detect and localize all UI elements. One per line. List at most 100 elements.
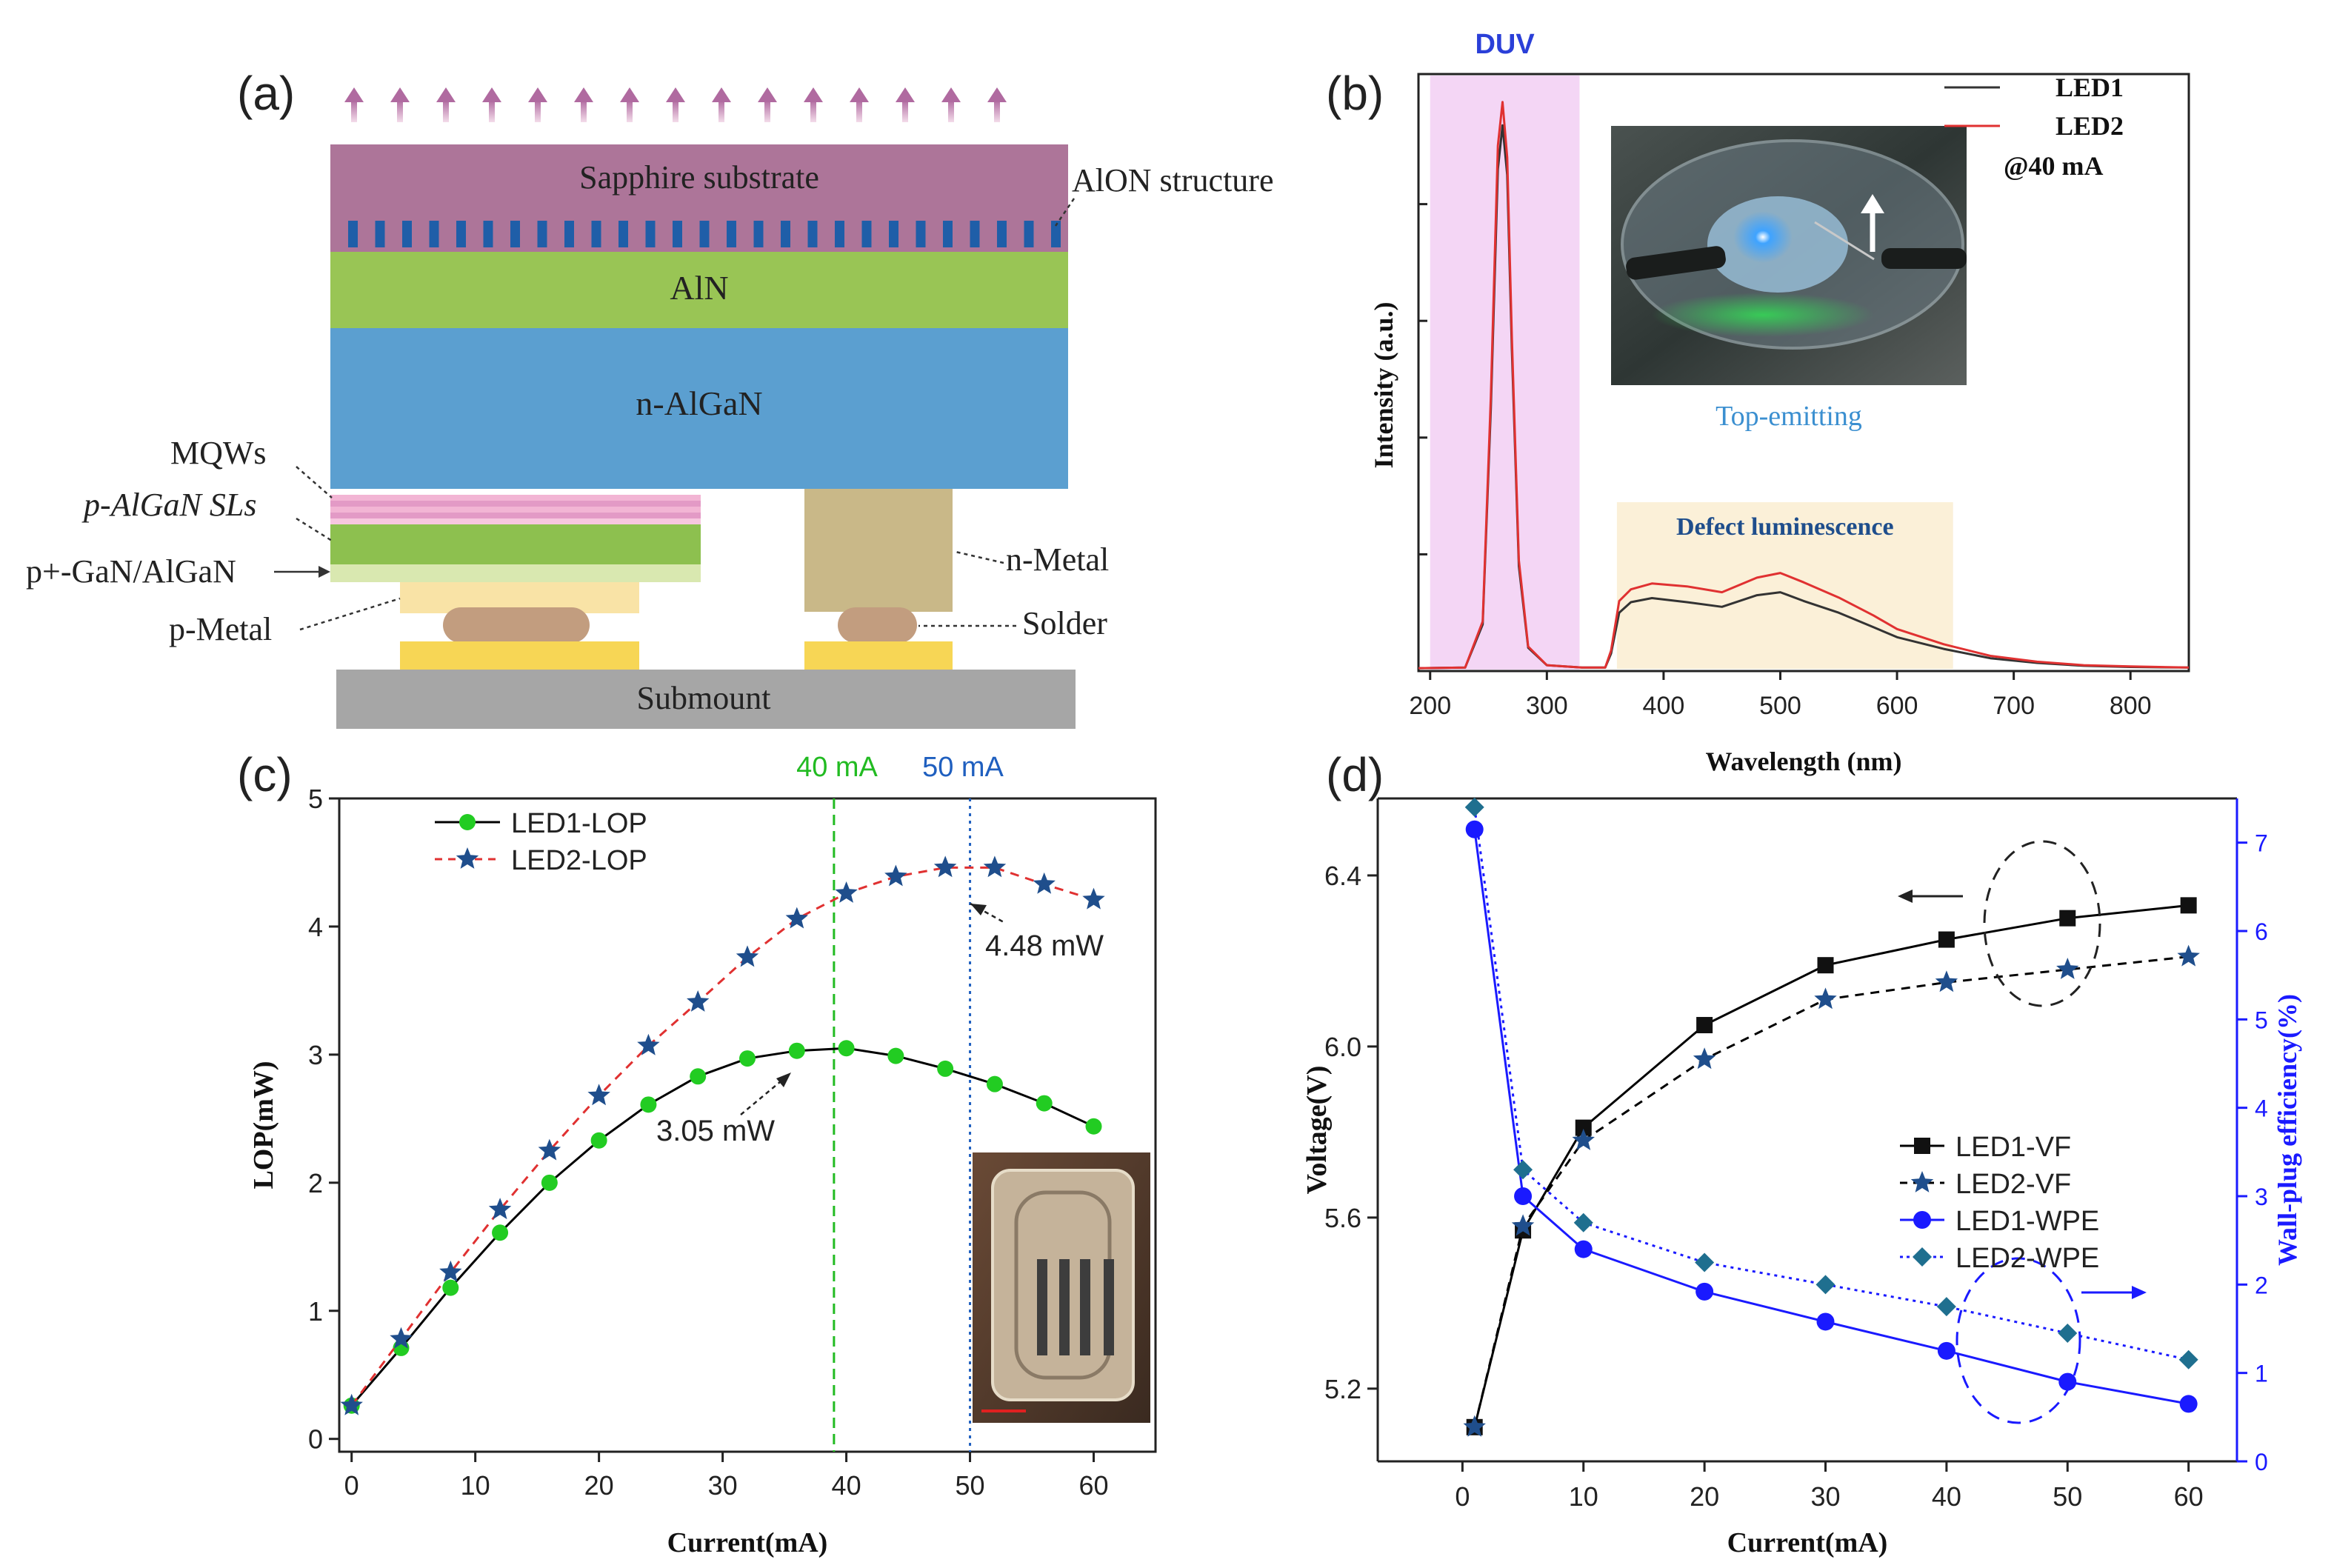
- data-point-led1-lop: [690, 1068, 707, 1085]
- alon-pillar: [645, 221, 656, 247]
- panel-label-b: (b): [1326, 67, 1384, 120]
- led2-peak-annotation: 4.48 mW: [985, 930, 1104, 962]
- chip-micrograph: [973, 1152, 1150, 1423]
- alon-pillar: [781, 221, 790, 247]
- data-point-led2-lop: [785, 907, 808, 929]
- plot-c-axes: 0 10 20 30 40 50 60 0 1 2 3 4 5 Current(mA) LOP(mW): [248, 784, 1157, 1558]
- emission-arrow-shaft: [902, 100, 908, 122]
- vf-axis-arrowhead: [1898, 890, 1913, 903]
- x-tick-label: 20: [1690, 1481, 1719, 1512]
- data-point-led2-vf: [1463, 1415, 1486, 1437]
- x-tick-label: 10: [461, 1470, 490, 1501]
- y-right-tick-label: 3: [2255, 1184, 2268, 1210]
- data-point-led2-lop: [488, 1198, 512, 1220]
- p-gan-arrowhead: [319, 566, 330, 578]
- sl-layer: [330, 507, 701, 513]
- x-tick-label: 50: [956, 1470, 985, 1501]
- emission-arrow-head: [574, 87, 593, 102]
- data-point-led2-lop: [835, 881, 858, 903]
- emission-arrow-head: [941, 87, 961, 102]
- y-tick-label: 2: [308, 1168, 323, 1198]
- probe-needle: [1814, 221, 1875, 261]
- chip-finger-1: [1037, 1259, 1047, 1355]
- p-metal-callout: p-Metal: [169, 611, 272, 647]
- alon-pillar: [889, 221, 898, 247]
- led1-peak-annotation: 3.05 mW: [656, 1115, 775, 1147]
- alon-pillar: [456, 221, 466, 247]
- data-point-led2-lop: [736, 945, 759, 967]
- legend-marker-led2-lop: [456, 847, 479, 869]
- chip-finger-2: [1059, 1259, 1070, 1355]
- x-tick-label: 10: [1569, 1481, 1598, 1512]
- y-tick-label: 1: [308, 1296, 323, 1327]
- series-line-led1-wpe: [1473, 829, 2189, 1405]
- data-point-led2-lop: [538, 1138, 561, 1161]
- data-point-led1-lop: [1036, 1095, 1053, 1112]
- alon-pillar: [483, 221, 493, 247]
- p-algan-sls-layer: [330, 524, 701, 564]
- alon-leader: [1054, 198, 1076, 227]
- data-point-led1-lop: [838, 1040, 855, 1057]
- y-tick-label: 6.0: [1324, 1032, 1361, 1062]
- y-right-tick-label: 1: [2255, 1361, 2268, 1387]
- data-point-led1-lop: [442, 1279, 459, 1296]
- legend-led1-vf: LED1-VF: [1955, 1132, 2071, 1163]
- data-point-led2-vf: [1572, 1128, 1595, 1150]
- series-line-led1: [1418, 124, 2190, 670]
- n-algan-layer: [330, 328, 1068, 489]
- y-tick-label: 5.6: [1324, 1203, 1361, 1233]
- plot-b-series: [1418, 101, 2190, 670]
- series-line-led1-lop: [350, 1047, 1095, 1407]
- alon-pillar: [1051, 221, 1061, 247]
- legend-marker-led1-lop: [459, 814, 476, 830]
- y-tick-label: 3: [308, 1040, 323, 1070]
- solder-callout: Solder: [1022, 605, 1107, 641]
- series-line-led1-vf: [1473, 904, 2189, 1428]
- y-tick-label: 6.4: [1324, 861, 1361, 891]
- wpe-group-ellipse: [1955, 1257, 2081, 1424]
- alon-pillar: [375, 221, 385, 247]
- top-emitting-photo: [1611, 126, 1967, 385]
- led1-peak-arrowhead: [776, 1072, 791, 1087]
- data-point-led2-lop: [884, 864, 907, 887]
- n-metal-callout: n-Metal: [1006, 541, 1109, 578]
- legend-led2-wpe: LED2-WPE: [1955, 1243, 2099, 1274]
- emission-arrow-head: [987, 87, 1007, 102]
- panel-d: (d) 0 10 20 30 40 50 60 5.2 5.6 6.0 6.4 0 1 2 3 4 5 6 7 Cur…: [1301, 748, 2302, 1558]
- led1-peak-leader: [740, 1077, 786, 1115]
- emission-arrow-head: [1861, 194, 1884, 213]
- legend-led2-lop: LED2-LOP: [511, 845, 647, 876]
- emission-arrow-head: [896, 87, 915, 102]
- mqws-leader: [296, 466, 333, 498]
- mqw-layer: [330, 495, 701, 501]
- probe-left: [1626, 246, 1726, 280]
- emission-arrow-shaft: [718, 100, 724, 122]
- vline-label-50: 50 mA: [922, 752, 1004, 783]
- n-pad: [804, 641, 953, 670]
- data-point-led1-vf: [1696, 1017, 1713, 1034]
- data-point-led1-wpe: [1816, 1312, 1835, 1331]
- y-axis-label: Voltage(V): [1301, 1066, 1333, 1195]
- data-point-led2-lop: [687, 990, 710, 1012]
- data-point-led2-wpe: [1513, 1160, 1533, 1180]
- data-point-led2-lop: [340, 1393, 363, 1415]
- emission-arrow-shaft: [994, 100, 1000, 122]
- y-tick-label: 4: [308, 912, 323, 942]
- data-point-led1-lop: [739, 1050, 756, 1067]
- n-metal-leader: [955, 550, 1004, 564]
- data-point-led1-lop: [788, 1042, 805, 1059]
- chip-finger-4: [1104, 1259, 1114, 1355]
- data-point-led1-vf: [1817, 957, 1834, 974]
- data-point-led1-wpe: [1574, 1240, 1593, 1258]
- n-metal-block: [804, 489, 953, 612]
- alon-pillar: [673, 221, 682, 247]
- data-point-led1-wpe: [1937, 1341, 1955, 1360]
- sls-leader: [296, 517, 333, 542]
- data-point-led2-vf: [1511, 1214, 1535, 1236]
- alon-pillar: [861, 221, 872, 247]
- plot-c-series: [340, 855, 1105, 1415]
- data-point-led1-vf: [1938, 931, 1955, 948]
- data-point-led2-vf: [1693, 1047, 1716, 1070]
- x-tick-label: 0: [344, 1470, 359, 1501]
- vline-label-40: 40 mA: [796, 752, 878, 783]
